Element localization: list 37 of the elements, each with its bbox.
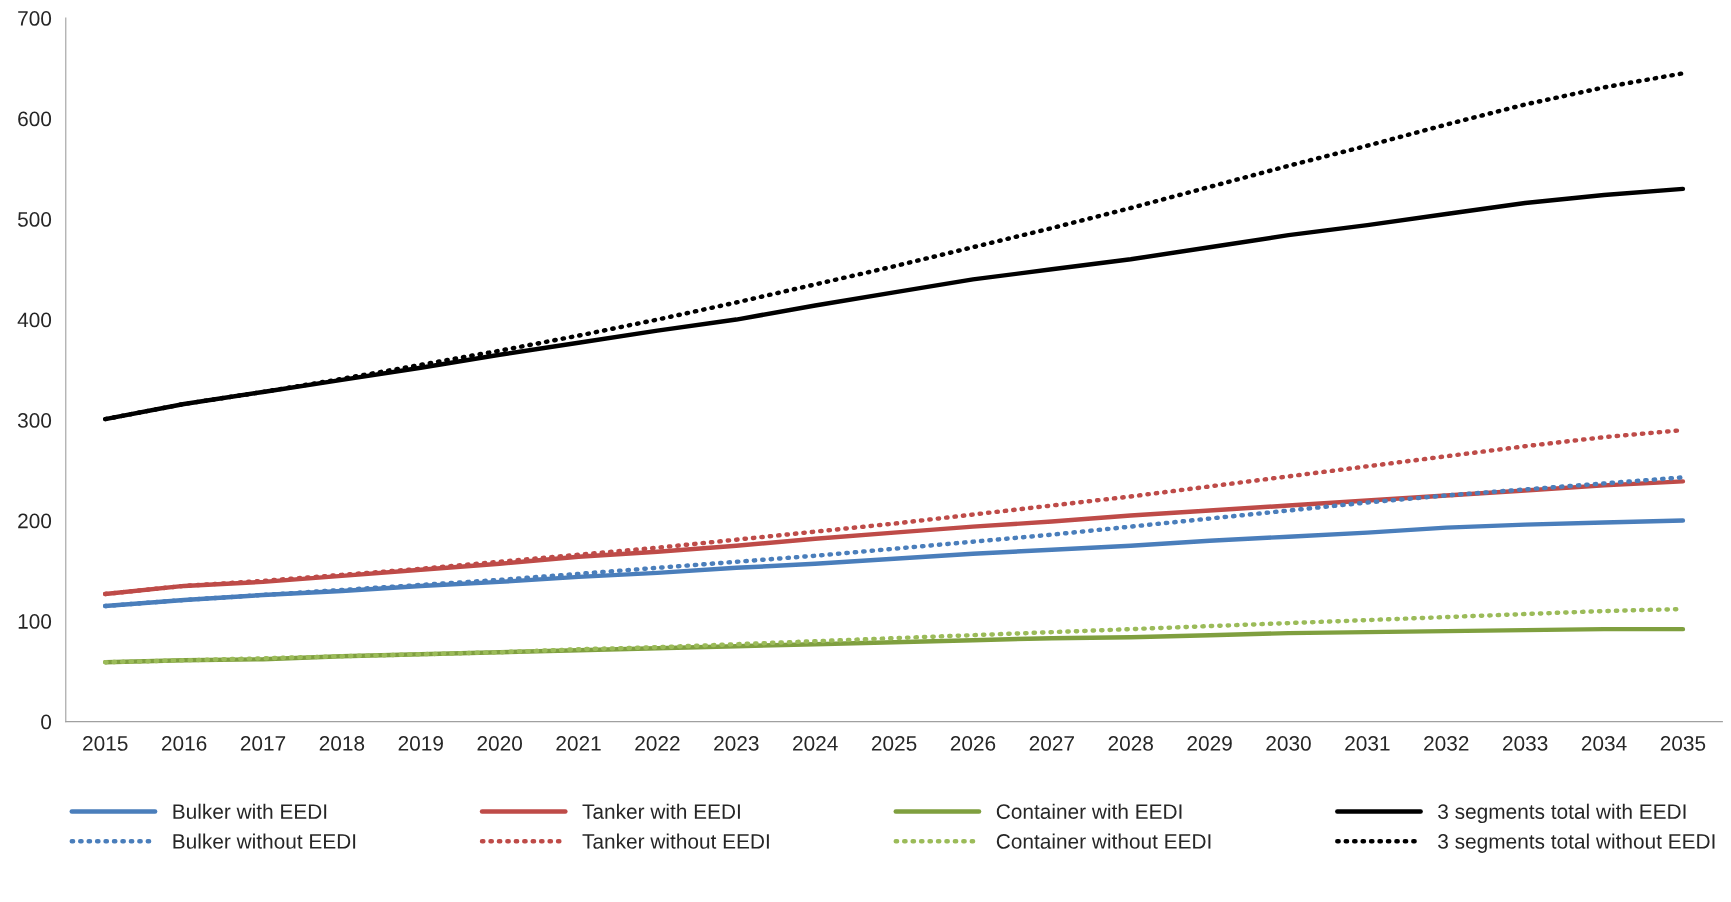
legend-label: Container without EEDI bbox=[996, 833, 1211, 849]
x-tick-label: 2031 bbox=[1345, 736, 1390, 751]
x-tick-label: 2021 bbox=[556, 736, 601, 751]
y-tick-label: 300 bbox=[17, 413, 52, 428]
x-tick-label: 2016 bbox=[161, 736, 207, 751]
y-tick-label: 500 bbox=[17, 212, 52, 227]
legend-label: Bulker with EEDI bbox=[173, 803, 327, 819]
x-tick-label: 2027 bbox=[1029, 736, 1074, 751]
x-tick-label: 2019 bbox=[398, 736, 443, 751]
y-tick-label: 700 bbox=[18, 11, 52, 26]
legend-label: Bulker without EEDI bbox=[173, 833, 356, 849]
x-tick-label: 2025 bbox=[871, 736, 917, 751]
y-tick-label: 200 bbox=[18, 513, 52, 529]
x-tick-label: 2022 bbox=[635, 736, 680, 751]
x-tick-label: 2034 bbox=[1581, 736, 1627, 751]
x-tick-label: 2020 bbox=[477, 736, 522, 751]
x-tick-label: 2024 bbox=[793, 736, 838, 751]
x-tick-label: 2026 bbox=[950, 736, 996, 751]
x-tick-label: 2029 bbox=[1187, 736, 1232, 751]
x-tick-label: 2018 bbox=[319, 736, 365, 751]
x-tick-label: 2035 bbox=[1660, 736, 1706, 751]
legend-label: Tanker with EEDI bbox=[582, 803, 740, 819]
x-tick-label: 2028 bbox=[1108, 736, 1153, 751]
y-tick-label: 0 bbox=[41, 714, 52, 730]
y-tick-label: 400 bbox=[17, 312, 52, 328]
y-tick-label: 600 bbox=[18, 111, 52, 127]
x-tick-label: 2015 bbox=[83, 736, 128, 751]
x-tick-label: 2017 bbox=[240, 736, 286, 751]
legend-label: Container with EEDI bbox=[996, 803, 1182, 819]
legend-label: 3 segments total without EEDI bbox=[1438, 833, 1715, 853]
x-tick-label: 2033 bbox=[1503, 736, 1548, 751]
x-tick-label: 2023 bbox=[714, 736, 759, 751]
x-tick-label: 2032 bbox=[1424, 736, 1469, 751]
legend-label: 3 segments total with EEDI bbox=[1438, 803, 1686, 824]
legend-label: Tanker without EEDI bbox=[582, 833, 769, 849]
x-tick-label: 2030 bbox=[1266, 736, 1311, 751]
y-tick-label: 100 bbox=[18, 614, 52, 629]
